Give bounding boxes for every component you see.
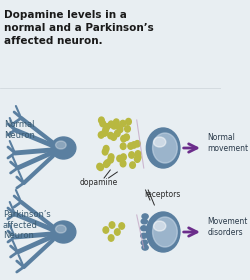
Circle shape <box>98 164 103 171</box>
Circle shape <box>104 161 109 167</box>
Text: Dopamine levels in a
normal and a Parkinson’s
affected neuron.: Dopamine levels in a normal and a Parkin… <box>4 10 154 46</box>
Circle shape <box>134 156 140 162</box>
Circle shape <box>102 149 108 155</box>
Circle shape <box>108 157 114 163</box>
Circle shape <box>117 155 122 162</box>
Ellipse shape <box>141 219 147 224</box>
Circle shape <box>120 120 126 127</box>
Ellipse shape <box>146 128 180 168</box>
Ellipse shape <box>142 245 148 250</box>
Circle shape <box>114 122 119 129</box>
Text: receptors: receptors <box>144 190 180 199</box>
Circle shape <box>120 143 126 150</box>
Circle shape <box>135 154 141 160</box>
Circle shape <box>120 160 126 167</box>
Circle shape <box>98 117 104 123</box>
Circle shape <box>131 142 137 148</box>
Ellipse shape <box>56 141 66 149</box>
Circle shape <box>111 123 117 129</box>
Circle shape <box>125 126 130 132</box>
Circle shape <box>103 146 109 152</box>
Text: dopamine: dopamine <box>80 178 118 187</box>
Circle shape <box>108 235 114 241</box>
Circle shape <box>108 121 114 127</box>
Circle shape <box>135 151 141 157</box>
Circle shape <box>114 229 120 235</box>
Ellipse shape <box>56 225 66 233</box>
Circle shape <box>102 130 107 136</box>
Circle shape <box>104 160 110 166</box>
Ellipse shape <box>146 212 180 252</box>
Circle shape <box>103 126 108 133</box>
Circle shape <box>104 123 110 130</box>
Circle shape <box>98 132 104 138</box>
Circle shape <box>100 120 105 127</box>
Ellipse shape <box>154 221 166 231</box>
Text: Movement
disorders: Movement disorders <box>207 217 248 237</box>
Circle shape <box>128 143 134 149</box>
Text: Normal
Neuron: Normal Neuron <box>4 120 35 140</box>
Circle shape <box>108 132 114 139</box>
Circle shape <box>124 134 129 140</box>
Ellipse shape <box>141 226 147 231</box>
Circle shape <box>108 154 114 160</box>
Circle shape <box>117 126 123 133</box>
Circle shape <box>129 152 134 158</box>
Text: Parkinson’s
affected
Neuron: Parkinson’s affected Neuron <box>3 210 50 240</box>
Text: Normal
movement: Normal movement <box>207 133 248 153</box>
Circle shape <box>97 163 102 170</box>
Ellipse shape <box>152 133 177 163</box>
Circle shape <box>134 141 140 147</box>
Ellipse shape <box>141 233 147 238</box>
Circle shape <box>114 119 119 125</box>
Ellipse shape <box>154 137 166 147</box>
Circle shape <box>114 130 120 137</box>
Circle shape <box>120 154 126 160</box>
Ellipse shape <box>142 214 148 219</box>
Ellipse shape <box>152 217 177 247</box>
Circle shape <box>130 162 136 168</box>
Circle shape <box>102 129 108 136</box>
Circle shape <box>119 223 124 229</box>
Circle shape <box>109 222 115 228</box>
Circle shape <box>126 118 131 125</box>
Ellipse shape <box>51 137 76 159</box>
Ellipse shape <box>141 240 147 245</box>
Circle shape <box>103 227 109 233</box>
Circle shape <box>111 134 116 140</box>
Ellipse shape <box>51 221 76 243</box>
Circle shape <box>121 136 126 142</box>
